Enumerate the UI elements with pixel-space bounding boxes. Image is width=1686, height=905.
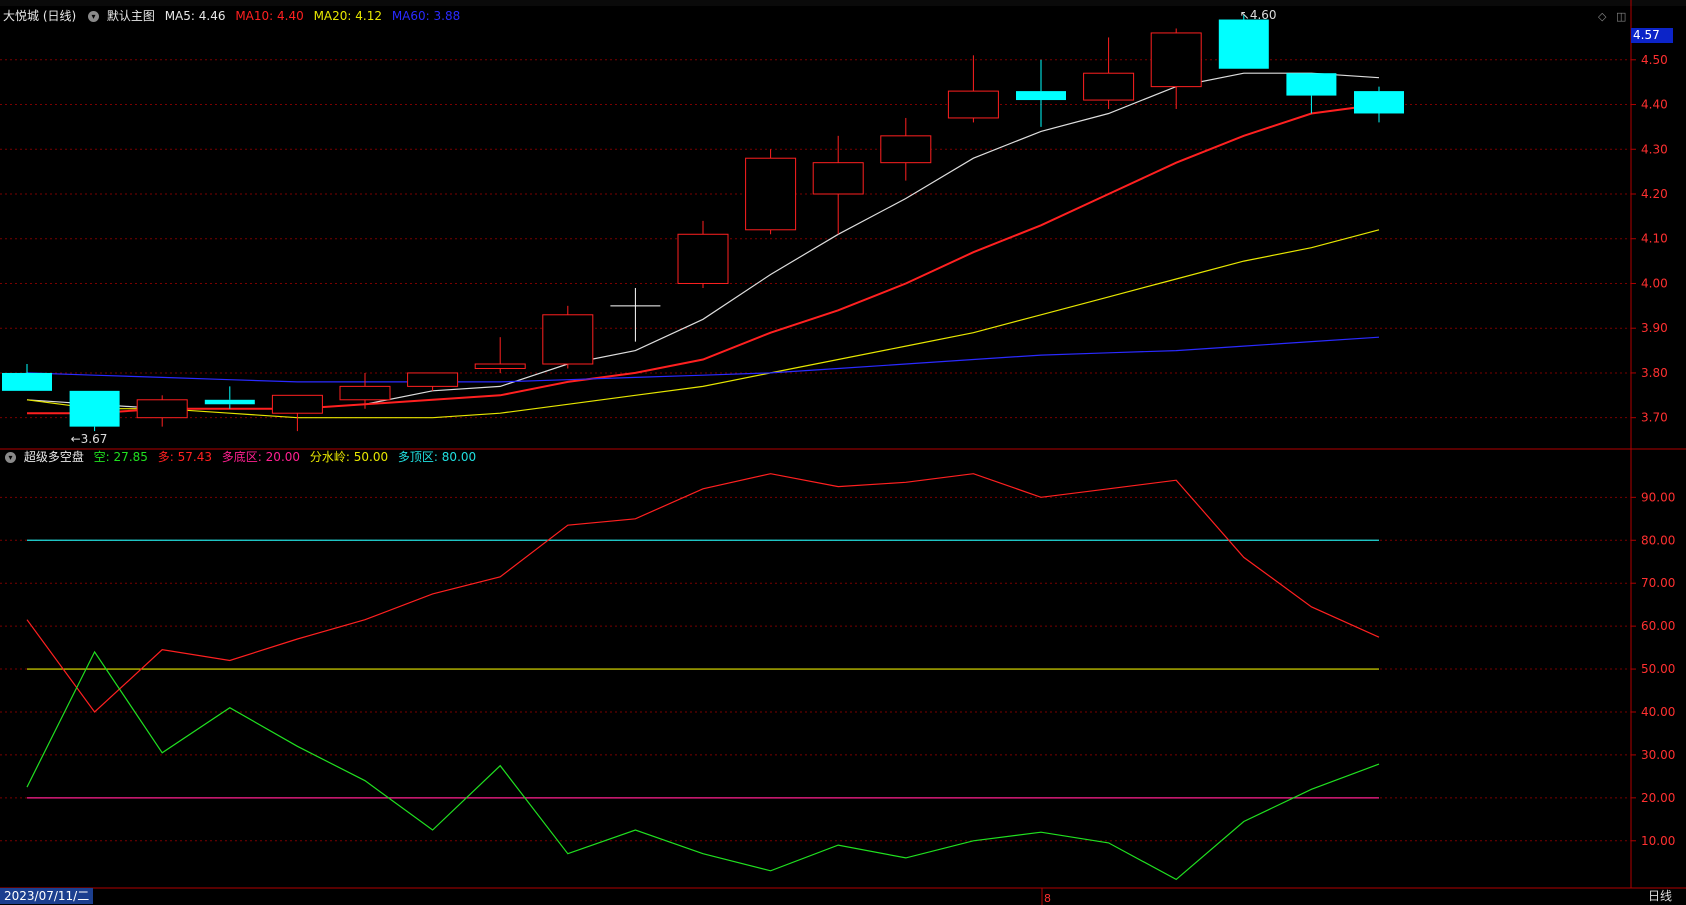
indicator-tick-label: 10.00 (1641, 834, 1675, 848)
indicator-tick-label: 60.00 (1641, 619, 1675, 633)
indicator-legend: ▾ 超级多空盘 空: 27.85 多: 57.43 多底区: 20.00 分水岭… (3, 449, 482, 465)
template-name[interactable]: 默认主图 (106, 9, 155, 23)
indicator-tick-label: 70.00 (1641, 576, 1675, 590)
candle-body-up (1150, 32, 1202, 88)
candle (1083, 37, 1135, 109)
ma10-legend: MA10: 4.40 (235, 9, 304, 23)
price-tick-label: 4.30 (1641, 142, 1668, 156)
duo-legend: 多: 57.43 (157, 450, 212, 464)
top-zone-legend: 多顶区: 80.00 (397, 450, 477, 464)
candle (69, 390, 120, 432)
top-toolbar-strip (0, 0, 1686, 6)
candle (1286, 73, 1337, 114)
candle (2, 364, 52, 391)
low-price-label: ←3.67 (71, 432, 108, 446)
indicator-tick-label: 20.00 (1641, 791, 1675, 805)
candle (542, 305, 594, 369)
price-tick-label: 4.50 (1641, 53, 1668, 67)
candle-body-up (542, 314, 594, 365)
candle-body-up (136, 399, 188, 419)
indicator-tick-label: 90.00 (1641, 490, 1675, 504)
indicator-tick-label: 50.00 (1641, 662, 1675, 676)
indicator-dropdown-icon[interactable]: ▾ (5, 452, 16, 463)
candle (1016, 59, 1066, 127)
candle (407, 372, 459, 391)
main-chart-legend: 大悦城 (日线) ▾ 默认主图 MA5: 4.46 MA10: 4.40 MA2… (3, 8, 466, 24)
price-tick-label: 4.40 (1641, 98, 1668, 112)
kong-legend: 空: 27.85 (93, 450, 148, 464)
candle-body-up (745, 157, 797, 231)
indicator-name[interactable]: 超级多空盘 (23, 450, 84, 464)
ma-line-ma20 (26, 229, 1380, 419)
panel-controls: ◇ ◫ (1598, 10, 1626, 23)
candle-body-up (407, 372, 459, 387)
candle-body-down (1218, 19, 1269, 69)
high-price-label: ↖4.60 (1240, 8, 1277, 22)
candle (610, 287, 661, 342)
candle-body-up (271, 394, 323, 414)
candle (136, 395, 188, 427)
ma-line-ma60 (26, 336, 1380, 383)
candle (339, 372, 391, 409)
candle-body-down (1016, 91, 1066, 101)
indicator-tick-label: 30.00 (1641, 748, 1675, 762)
diamond-icon[interactable]: ◇ (1598, 10, 1607, 23)
indicator-line (26, 650, 1380, 881)
candle (1218, 15, 1269, 69)
price-tick-label: 4.20 (1641, 187, 1668, 201)
price-tick-label: 4.10 (1641, 232, 1668, 246)
window-toggle-icon[interactable]: ◫ (1615, 10, 1627, 23)
candle (745, 149, 797, 235)
candle (1354, 86, 1404, 123)
candle (474, 337, 526, 373)
candle-body-up (1083, 72, 1135, 101)
candle (880, 117, 932, 181)
ma-line-ma10 (27, 103, 1380, 415)
indicator-line (26, 473, 1380, 713)
indicator-tick-label: 40.00 (1641, 705, 1675, 719)
ma20-legend: MA20: 4.12 (313, 9, 382, 23)
candle-body-up (474, 363, 526, 369)
candle-body-up (677, 233, 729, 284)
cursor-date: 2023/07/11/二 (0, 888, 94, 904)
price-tick-label: 4.00 (1641, 276, 1668, 290)
candle (271, 394, 323, 432)
candle (1150, 28, 1202, 109)
candle-body-up (812, 162, 864, 195)
current-price-badge: 4.57 (1631, 28, 1673, 43)
price-tick-label: 3.90 (1641, 321, 1668, 335)
ma5-legend: MA5: 4.46 (164, 9, 226, 23)
candle-body-down (1354, 91, 1404, 114)
candle (677, 220, 729, 288)
watershed-legend: 分水岭: 50.00 (309, 450, 389, 464)
candle-body-down (204, 399, 255, 405)
candle-body-up (947, 90, 999, 119)
candle (947, 55, 999, 123)
candle-body-up (339, 385, 391, 401)
candle-body-down (69, 390, 120, 427)
month-marker: 8 (1044, 892, 1051, 905)
candle (204, 386, 255, 409)
indicator-tick-label: 80.00 (1641, 533, 1675, 547)
price-tick-label: 3.70 (1641, 411, 1668, 425)
stock-name[interactable]: 大悦城 (日线) (3, 9, 77, 23)
period-label[interactable]: 日线 (1647, 889, 1672, 903)
ma60-legend: MA60: 3.88 (391, 9, 461, 23)
price-tick-label: 3.80 (1641, 366, 1668, 380)
candle-body-down (2, 372, 52, 391)
candle-body-down (1286, 73, 1337, 96)
candle-body-up (880, 135, 932, 164)
candle (812, 135, 864, 235)
template-dropdown-icon[interactable]: ▾ (88, 11, 100, 22)
bottom-zone-legend: 多底区: 20.00 (221, 450, 301, 464)
